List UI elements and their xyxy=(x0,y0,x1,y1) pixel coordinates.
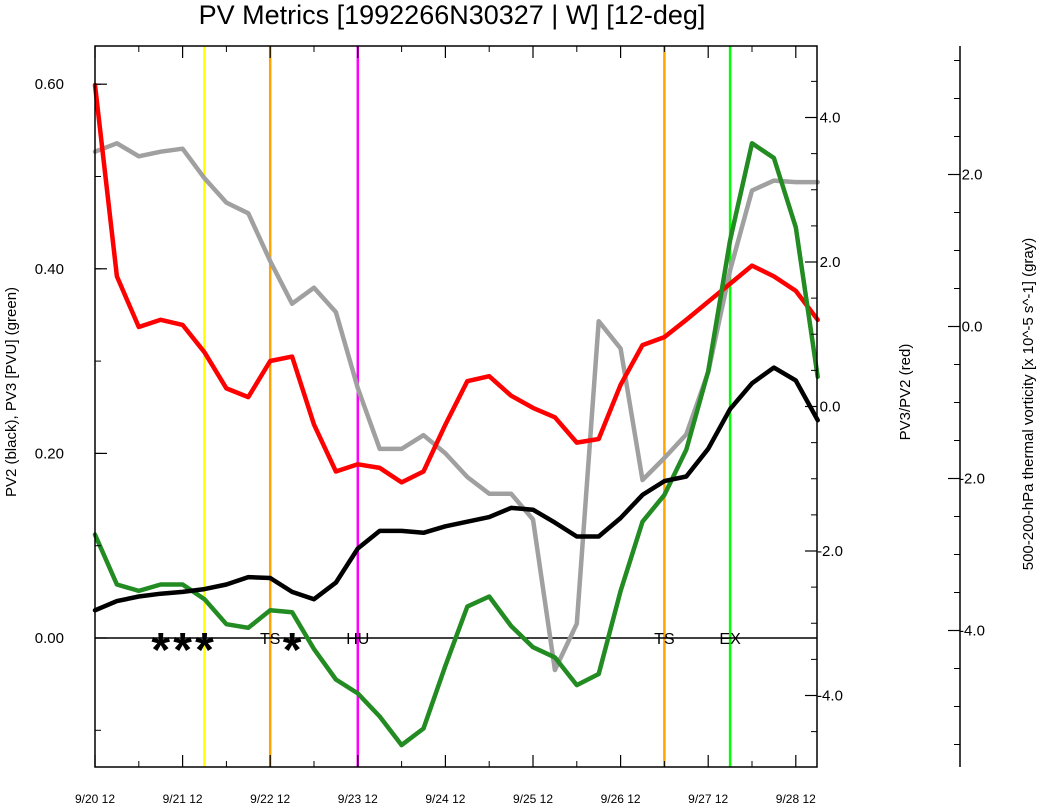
right-tick-label-1: -2.0 xyxy=(817,543,843,560)
far-right-tick-label-0: -4.0 xyxy=(959,623,985,640)
y-axis-label-right: PV3/PV2 (red) xyxy=(897,344,914,441)
storm-marker-1: * xyxy=(173,624,192,677)
right-tick-label-0: -4.0 xyxy=(817,688,843,705)
left-tick-label-1: 0.20 xyxy=(35,445,64,462)
x-tick-label-7: 9/27 12 xyxy=(688,792,728,805)
right-tick-label-4: 4.0 xyxy=(820,110,841,127)
storm-marker-3: * xyxy=(283,624,302,677)
x-tick-label-3: 9/23 12 xyxy=(338,792,378,805)
far-right-tick-label-3: 2.0 xyxy=(962,167,983,184)
y-axis-label-far-right: 500-200-hPa thermal vorticity [x 10^-5 s… xyxy=(1020,238,1037,571)
far-right-tick-label-1: -2.0 xyxy=(959,471,985,488)
plot-layer: 9/20 12 9/21 12 9/22 12 9/23 12 9/24 12 9/25 … xyxy=(35,45,985,806)
left-tick-label-3: 0.60 xyxy=(35,76,64,93)
stage-label-2: TS xyxy=(654,631,674,648)
x-tick-label-5: 9/25 12 xyxy=(513,792,553,805)
far-right-tick-label-2: 0.0 xyxy=(962,319,983,336)
left-tick-label-0: 0.00 xyxy=(35,630,64,647)
storm-marker-2: * xyxy=(195,624,214,677)
series-line-1 xyxy=(92,141,820,748)
storm-marker-0: * xyxy=(151,624,170,677)
right-tick-label-2: 0.0 xyxy=(820,399,841,416)
y-axis-label-left: PV2 (black), PV3 [PVU] (green) xyxy=(3,287,20,497)
x-tick-label-1: 9/21 12 xyxy=(163,792,203,805)
x-tick-label-4: 9/24 12 xyxy=(425,792,465,805)
series-line-0 xyxy=(92,365,820,613)
x-tick-label-8: 9/28 12 xyxy=(776,792,816,805)
x-tick-label-6: 9/26 12 xyxy=(601,792,641,805)
chart-title: PV Metrics [1992266N30327 | W] [12-deg] xyxy=(199,0,706,30)
x-tick-label-0: 9/20 12 xyxy=(75,792,115,805)
stage-label-3: EX xyxy=(719,631,741,648)
x-tick-label-2: 9/22 12 xyxy=(250,792,290,805)
series-line-2 xyxy=(92,82,820,485)
stage-label-0: TS xyxy=(260,631,280,648)
stage-label-1: HU xyxy=(346,631,369,648)
left-tick-label-2: 0.40 xyxy=(35,261,64,278)
right-tick-label-3: 2.0 xyxy=(820,254,841,271)
